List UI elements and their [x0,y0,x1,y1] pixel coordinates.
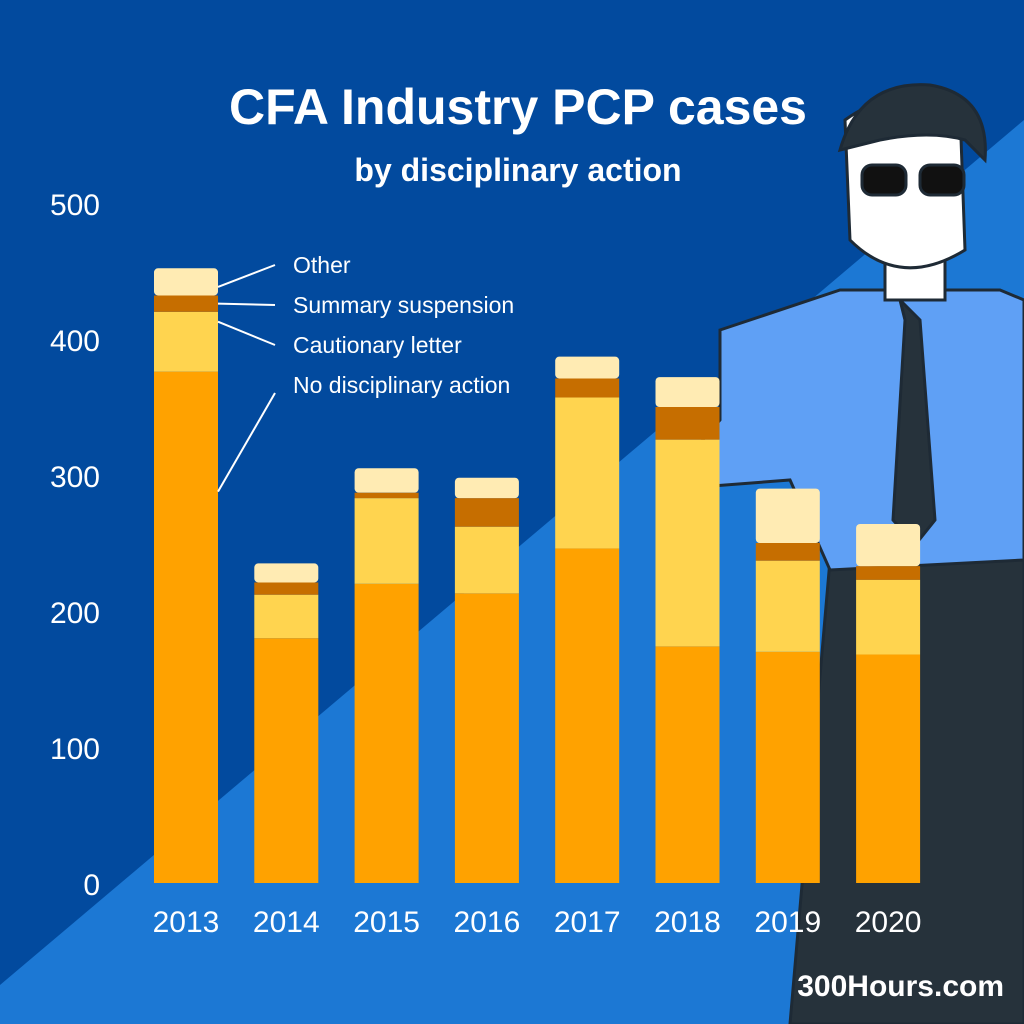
annotation-line [217,392,276,493]
bar-segment [856,654,921,883]
bar-segment [655,439,720,647]
annotation-line [217,320,276,346]
legend-label: Cautionary letter [293,332,462,358]
bar-segment [254,594,319,639]
x-tick-label: 2014 [253,906,320,939]
bar-segment [856,523,921,567]
bar-segment [856,579,921,655]
bar-segment [254,582,319,595]
bar-segment [154,295,218,312]
bar-segment [655,377,720,407]
chart-subtitle: by disciplinary action [354,152,682,188]
bar-segment [454,498,519,527]
bar-segment [655,646,720,883]
bar-segment [655,407,720,440]
bar-segment [555,397,620,549]
x-tick-label: 2020 [855,906,922,939]
bar-segment [454,593,519,883]
bar-segment [755,651,820,883]
chart-title: CFA Industry PCP cases [228,79,807,135]
x-tick-label: 2013 [153,906,220,939]
bar-segment [254,563,319,583]
bar-segment [555,378,620,398]
bar-segment [755,543,820,561]
bar-segment [154,371,218,883]
bar-segment [555,356,620,379]
annotation-line [217,264,276,288]
bar-segment [856,566,921,580]
y-tick-label: 400 [50,325,100,358]
officer-illustration [656,83,1024,1024]
bar-segment [254,638,319,883]
x-tick-label: 2015 [353,906,420,939]
bar-segment [755,488,820,543]
bar-segment [354,492,419,499]
bar-segment [555,548,620,883]
legend-label: Summary suspension [293,292,514,318]
x-tick-label: 2016 [454,906,521,939]
x-tick-label: 2017 [554,906,621,939]
bar-segment [154,268,218,296]
bar-segment [354,468,419,493]
bar-segment [454,477,519,499]
y-tick-label: 100 [50,733,100,766]
y-tick-label: 500 [50,189,100,222]
y-tick-label: 0 [83,869,100,902]
x-tick-label: 2018 [654,906,721,939]
bar-segment [454,526,519,594]
x-tick-label: 2019 [754,906,821,939]
bar-segment [755,560,820,652]
bar-segment [354,583,419,883]
annotation-line [217,302,276,306]
brand-logo: 300Hours.com [797,970,1004,1003]
y-tick-label: 200 [50,597,100,630]
y-tick-label: 300 [50,461,100,494]
legend-label: Other [293,252,351,278]
bar-segment [354,498,419,584]
bar-segment [154,311,218,372]
legend-label: No disciplinary action [293,372,510,398]
